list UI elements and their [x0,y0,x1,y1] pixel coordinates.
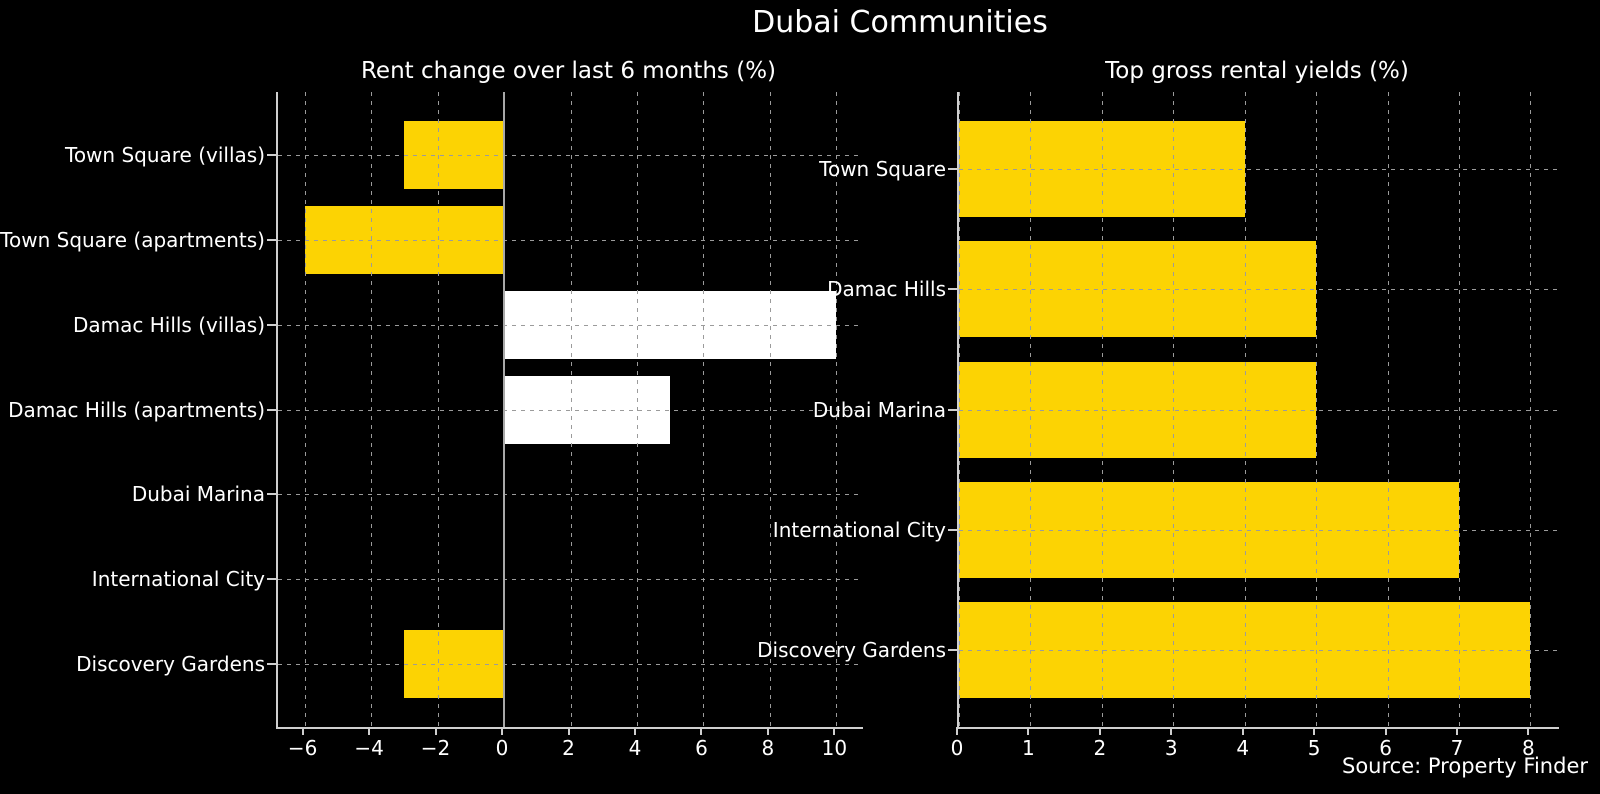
gridline-x [1173,92,1175,727]
category-label: Discovery Gardens [757,638,946,663]
y-tick-mark [948,167,957,170]
gridline-x [570,92,572,727]
x-tick-label: −4 [354,736,384,760]
gridline-y [959,529,1559,531]
chart-panel [957,92,1559,729]
gridline-x [636,92,638,727]
y-tick-mark [948,408,957,411]
y-tick-mark [948,649,957,652]
x-tick-mark [633,727,636,735]
gridline-x [959,92,960,727]
chart-panel [276,92,863,729]
x-tick-mark [956,727,958,735]
category-label: International City [91,567,265,592]
gridline-x [836,92,838,727]
y-tick-mark [267,238,276,241]
source-credit: Source: Property Finder [1342,754,1588,778]
gridline-x [1244,92,1246,727]
x-tick-label: 10 [821,736,848,760]
figure-title: Dubai Communities [752,5,1048,40]
gridline-x [1459,92,1460,727]
category-label: Town Square [819,156,946,181]
y-tick-mark [267,493,276,496]
x-tick-label: 6 [695,736,708,760]
category-label: Damac Hills [827,277,946,302]
x-tick-mark [1170,727,1173,735]
x-tick-label: 3 [1164,736,1178,760]
x-tick-mark [1456,727,1458,735]
chart-title: Top gross rental yields (%) [1105,58,1409,84]
gridline-y [959,409,1559,411]
x-tick-mark [567,727,570,735]
category-label: Damac Hills (villas) [72,312,265,337]
x-tick-mark [368,727,371,735]
x-tick-label: 8 [761,736,775,760]
gridline-y [959,289,1559,291]
x-tick-mark [700,727,703,735]
chart-title: Rent change over last 6 months (%) [360,58,777,84]
zero-axis-line [503,92,506,727]
category-label: Town Square (apartments) [0,227,265,252]
y-tick-mark [267,578,276,581]
x-tick-label: 4 [628,736,642,760]
x-tick-mark [501,727,504,735]
category-label: Dubai Marina [812,397,946,422]
x-tick-mark [301,727,304,735]
gridline-x [1387,92,1389,727]
x-tick-label: 1 [1022,736,1035,760]
gridline-x [371,92,373,727]
x-tick-mark [1241,727,1244,735]
gridline-x [1316,92,1318,727]
gridline-x [1530,92,1532,727]
x-tick-mark [1027,727,1030,735]
gridline-y [959,650,1559,652]
x-tick-label: −2 [420,736,451,760]
x-tick-label: 4 [1236,736,1250,760]
x-tick-mark [1098,727,1101,735]
gridline-x [1101,92,1103,727]
gridline-x [1030,92,1032,727]
y-tick-mark [267,663,276,666]
category-label: International City [772,517,946,542]
x-tick-label: 7 [1450,736,1464,760]
category-label: Town Square (villas) [65,142,265,167]
x-tick-mark [1313,727,1316,735]
x-tick-mark [434,727,437,735]
y-tick-mark [267,323,276,326]
x-tick-label: 0 [495,736,509,760]
gridline-x [703,92,705,727]
x-tick-label: 2 [1093,736,1107,760]
category-label: Discovery Gardens [76,652,265,677]
category-label: Damac Hills (apartments) [8,397,265,422]
y-tick-mark [948,528,957,531]
y-tick-mark [267,153,276,156]
x-tick-label: 8 [1522,736,1535,760]
category-label: Dubai Marina [131,482,265,507]
x-tick-label: 0 [950,736,964,760]
y-tick-mark [948,288,957,291]
gridline-y [959,168,1559,170]
x-tick-label: 5 [1307,736,1321,760]
x-tick-label: −6 [287,736,318,760]
gridline-x [769,92,771,727]
x-tick-mark [1527,727,1530,735]
x-tick-mark [833,727,836,735]
gridline-x [437,92,439,727]
x-tick-label: 6 [1379,736,1392,760]
x-tick-label: 2 [562,736,575,760]
x-tick-mark [766,727,769,735]
y-tick-mark [267,408,276,411]
x-tick-mark [1384,727,1387,735]
gridline-x [304,92,306,727]
